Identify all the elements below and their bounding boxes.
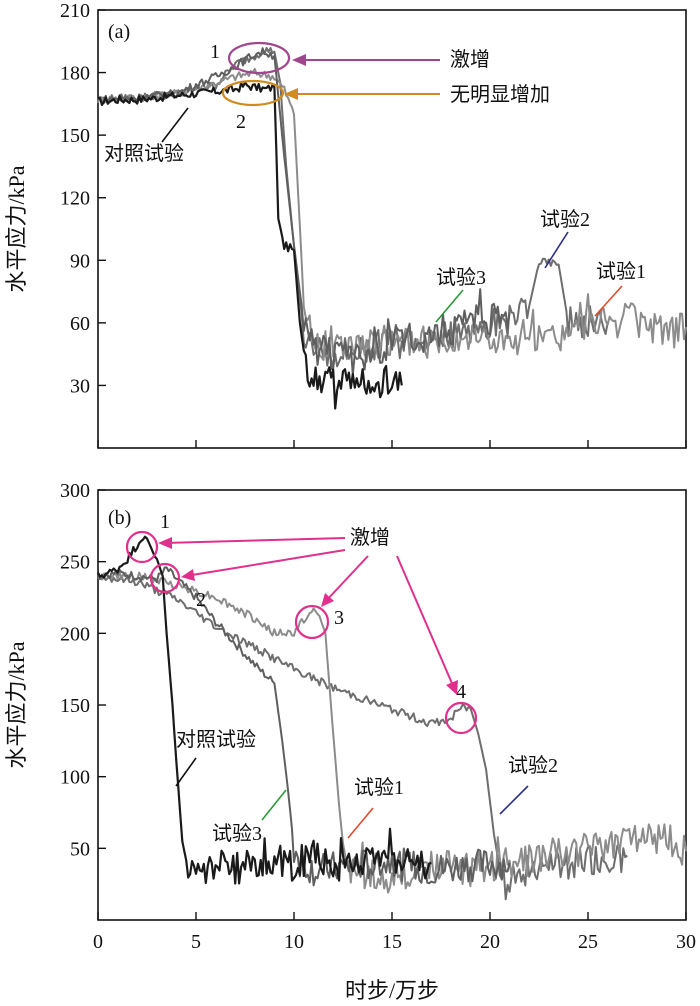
annotation-no-increase-a: 无明显增加 (450, 83, 550, 106)
panel-a-frame (97, 9, 687, 449)
x-tick-label: 25 (578, 931, 598, 953)
surge-ellipse-a (227, 41, 291, 75)
surge-arrowhead-a (292, 54, 306, 66)
leader-test3-b (261, 789, 287, 821)
label-test1-b: 试验1 (354, 776, 404, 799)
panel-b-ylabel: 水平应力/kPa (4, 641, 29, 768)
leader-test2-a (544, 231, 569, 269)
panel-a: 30 60 90 120 150 180 210 (a) 水平应力/kPa 1 2 激增 无… (4, 0, 687, 449)
panel-b-series (97, 535, 687, 901)
x-tick-label: 20 (480, 931, 500, 953)
surge-circle-1 (125, 530, 159, 564)
surge-arrowhead-b4 (446, 680, 458, 695)
surge-circle-2 (149, 562, 181, 594)
leader-test3-a (435, 289, 464, 323)
surge-arrowhead-b2 (181, 569, 195, 581)
label-test2-a: 试验2 (540, 208, 590, 231)
shared-x-axis: 0 5 10 15 20 25 30 (93, 931, 696, 953)
surge-circle-4 (444, 701, 478, 735)
panel-b: 50 100 150 200 250 300 (b) 水平应力/kPa 1 2 3 4 激… (4, 480, 687, 921)
panel-a-ytick-label: 120 (60, 188, 90, 210)
x-tick-label: 5 (191, 931, 201, 953)
annotation-surge-b: 激增 (350, 526, 390, 549)
label-test3-a: 试验3 (436, 266, 486, 289)
surge-arrow-b3 (324, 555, 369, 603)
panel-b-ytick-label: 50 (70, 838, 90, 860)
surge-arrow-b1 (163, 537, 346, 544)
panel-a-ylabel: 水平应力/kPa (4, 165, 29, 292)
panel-b-ytick-label: 250 (60, 552, 90, 574)
panel-a-series-test1 (97, 67, 687, 361)
surge-arrowhead-b3 (321, 593, 334, 607)
label-test1-a: 试验1 (596, 260, 646, 283)
no-increase-ellipse-a (221, 79, 285, 107)
panel-a-ytick-label: 90 (70, 250, 90, 272)
annotation-point1-a: 1 (210, 41, 220, 63)
panel-a-ytick-label: 30 (70, 375, 90, 397)
annotation-surge-a: 激增 (450, 48, 490, 71)
panel-b-axes: 50 100 150 200 250 300 (60, 480, 687, 920)
panel-a-ytick-label: 60 (70, 313, 90, 335)
panel-a-ytick-label: 210 (60, 0, 90, 22)
annotation-point2-a: 2 (236, 111, 246, 133)
annotation-point3-b: 3 (334, 607, 344, 629)
panel-b-ytick-label: 300 (60, 480, 90, 502)
panel-b-series-control (97, 535, 432, 885)
panel-b-tag: (b) (108, 507, 131, 529)
panel-a-series-test3 (97, 47, 511, 376)
annotation-point4-b: 4 (456, 681, 466, 703)
panel-b-ytick-label: 100 (60, 767, 90, 789)
surge-circle-3 (294, 604, 330, 640)
x-tick-label: 30 (676, 931, 696, 953)
panel-a-series (97, 47, 687, 410)
panel-a-axes: 30 60 90 120 150 180 210 (60, 0, 687, 448)
x-tick-label: 0 (93, 931, 103, 953)
x-tick-label: 10 (284, 931, 304, 953)
surge-arrowhead-b1 (158, 537, 172, 549)
leader-test2-b (499, 785, 529, 815)
label-control-a: 对照试验 (104, 142, 184, 165)
label-control-b: 对照试验 (176, 728, 256, 751)
leader-control-a (161, 107, 189, 143)
surge-arrow-b2 (185, 549, 346, 577)
annotation-point2-b: 2 (196, 589, 206, 611)
label-test3-b: 试验3 (212, 822, 262, 845)
panel-b-series-test2 (97, 573, 628, 901)
leader-test1-a (594, 285, 623, 317)
label-test2-b: 试验2 (508, 754, 558, 777)
annotation-point1-b: 1 (160, 511, 170, 533)
panel-a-series-control (97, 81, 403, 410)
panel-a-ytick-label: 180 (60, 63, 90, 85)
panel-a-ytick-label: 150 (60, 125, 90, 147)
x-tick-label: 15 (382, 931, 402, 953)
leader-control-b (175, 757, 197, 787)
leader-test1-b (347, 807, 374, 839)
no-increase-arrowhead-a (284, 88, 298, 100)
surge-arrow-b4 (396, 555, 455, 689)
panel-b-ytick-label: 150 (60, 695, 90, 717)
x-axis-label: 时步/万步 (345, 978, 439, 1003)
panel-a-tag: (a) (108, 21, 130, 43)
panel-b-ytick-label: 200 (60, 623, 90, 645)
panel-b-series-test1 (97, 571, 687, 894)
